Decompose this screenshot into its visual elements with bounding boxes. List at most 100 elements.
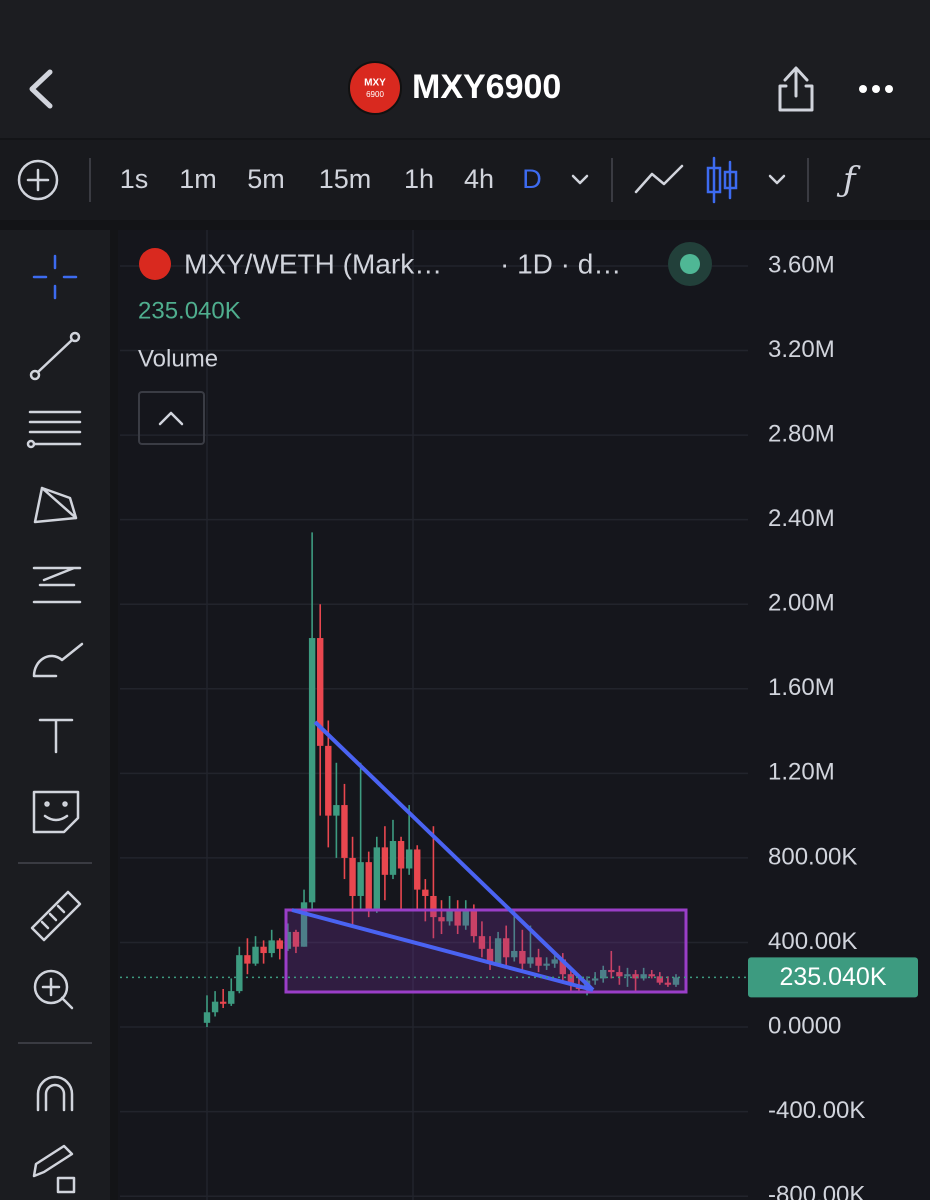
y-tick-label: 3.60M bbox=[768, 251, 835, 278]
candle-body bbox=[260, 946, 267, 954]
interval-button[interactable]: 1h bbox=[404, 164, 434, 194]
candle-body bbox=[462, 908, 469, 926]
drawing-toolbar bbox=[0, 230, 110, 1200]
candle-body bbox=[551, 959, 558, 964]
symbol-interval: · 1D · d… bbox=[500, 248, 621, 279]
y-tick-label: 1.20M bbox=[768, 759, 835, 786]
top-bar bbox=[0, 0, 930, 138]
y-tick-label: 400.00K bbox=[768, 928, 857, 955]
interval-button[interactable]: 15m bbox=[319, 164, 372, 194]
candle-body bbox=[624, 974, 631, 977]
y-tick-label: -400.00K bbox=[768, 1097, 865, 1124]
y-tick-label: -800.00K bbox=[768, 1182, 865, 1200]
candle-body bbox=[446, 908, 453, 922]
line-chart-button[interactable] bbox=[634, 164, 684, 194]
candle-body bbox=[284, 931, 292, 949]
trend-line-drawing[interactable] bbox=[313, 720, 595, 992]
candle-body bbox=[276, 940, 283, 949]
candle-body bbox=[486, 948, 494, 964]
back-button[interactable] bbox=[29, 69, 53, 109]
candle-body bbox=[648, 974, 655, 977]
rectangle-drawing[interactable] bbox=[284, 908, 688, 994]
interval-button[interactable]: 1m bbox=[179, 164, 217, 194]
interval-button[interactable]: 4h bbox=[464, 164, 494, 194]
candle-body bbox=[268, 940, 275, 954]
study-name: Volume bbox=[138, 345, 218, 372]
candle-body bbox=[365, 862, 372, 909]
chart-type-menu[interactable] bbox=[768, 174, 786, 185]
y-tick-label: 0.0000 bbox=[768, 1012, 841, 1039]
candle-body bbox=[608, 969, 615, 973]
candle-body bbox=[430, 895, 437, 918]
candle-body bbox=[389, 841, 397, 875]
share-button[interactable] bbox=[778, 66, 814, 112]
candle-body bbox=[559, 959, 566, 975]
interval-button[interactable]: D bbox=[522, 164, 542, 194]
candle-body bbox=[308, 638, 316, 903]
candle-body bbox=[228, 991, 235, 1004]
collapse-button[interactable] bbox=[138, 391, 205, 445]
candle-body bbox=[333, 805, 340, 816]
candle-body bbox=[373, 847, 381, 909]
candle-body bbox=[640, 974, 647, 979]
candle-body bbox=[397, 841, 405, 869]
last-price-label: 235.040K bbox=[779, 963, 886, 991]
candle-body bbox=[341, 805, 348, 858]
logo bbox=[348, 61, 402, 115]
add-button[interactable] bbox=[17, 159, 59, 201]
y-tick-label: 1.60M bbox=[768, 674, 835, 701]
y-tick-label: 2.80M bbox=[768, 420, 835, 447]
more-button[interactable] bbox=[859, 85, 893, 93]
market-status bbox=[680, 254, 700, 274]
candle-body bbox=[349, 857, 356, 896]
candle-body bbox=[600, 969, 607, 979]
tool-icons bbox=[26, 254, 84, 1194]
logo-text: MXY bbox=[364, 78, 386, 89]
header-title: MXY6900 bbox=[412, 68, 561, 106]
candle-body bbox=[203, 1012, 211, 1023]
candle-body bbox=[616, 972, 623, 977]
interval-button[interactable]: 5m bbox=[247, 164, 285, 194]
candle-body bbox=[543, 963, 550, 966]
candle-body bbox=[672, 977, 680, 985]
candle-body bbox=[381, 847, 389, 875]
y-tick-label: 800.00K bbox=[768, 843, 857, 870]
candle-body bbox=[438, 917, 445, 922]
candle-body bbox=[414, 849, 421, 890]
candle-body bbox=[470, 908, 478, 937]
candle-body bbox=[535, 957, 542, 966]
candle-body bbox=[591, 978, 599, 981]
candle-body bbox=[300, 902, 308, 947]
candle-body bbox=[664, 982, 672, 985]
candle-body bbox=[325, 745, 332, 816]
candle-body bbox=[527, 957, 534, 964]
candle-body bbox=[656, 976, 664, 983]
candle-body bbox=[422, 889, 429, 896]
chart-panel bbox=[118, 230, 930, 1200]
candle-body bbox=[478, 936, 486, 949]
trend-line-drawing[interactable] bbox=[291, 908, 594, 992]
candle-body bbox=[219, 1001, 227, 1004]
interval-button[interactable]: 1s bbox=[120, 164, 149, 194]
y-tick-label: 2.40M bbox=[768, 505, 835, 532]
y-tick-label: 2.00M bbox=[768, 590, 835, 617]
y-tick-label: 3.20M bbox=[768, 336, 835, 363]
candle-body bbox=[405, 849, 413, 869]
candle-body bbox=[317, 638, 324, 746]
separators bbox=[18, 158, 809, 1044]
candle-body bbox=[511, 950, 518, 958]
interval-menu[interactable] bbox=[571, 174, 589, 185]
candle-body bbox=[292, 931, 300, 947]
collapse-icon bbox=[158, 411, 184, 426]
last-price: 235.040K bbox=[138, 297, 241, 324]
candle-body bbox=[494, 938, 502, 964]
candle-chart-button[interactable] bbox=[706, 156, 738, 204]
add-icon bbox=[26, 168, 50, 192]
candle-body bbox=[632, 974, 639, 979]
logo-text: 6900 bbox=[366, 90, 384, 99]
candle-body bbox=[244, 955, 251, 964]
candle-body bbox=[519, 950, 526, 964]
candle-body bbox=[357, 862, 364, 896]
